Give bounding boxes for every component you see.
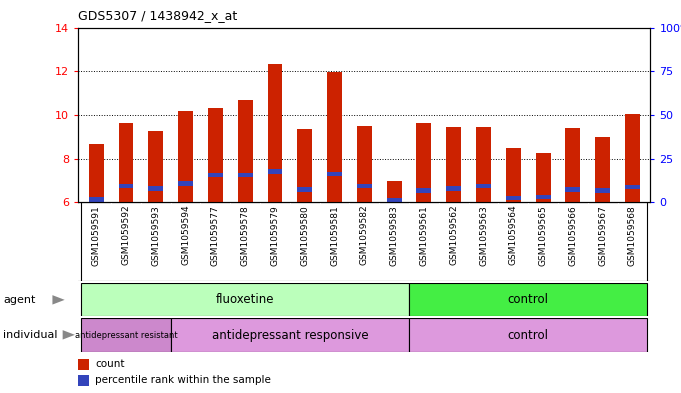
Bar (178, 110, 193, 202)
Text: antidepressant resistant: antidepressant resistant (75, 331, 177, 340)
Bar (327, 72, 342, 202)
Text: agent: agent (3, 295, 36, 305)
Bar (298, 129, 312, 202)
Text: percentile rank within the sample: percentile rank within the sample (95, 375, 271, 386)
Bar (536, 153, 550, 202)
Bar (118, 184, 133, 188)
Bar (89, 197, 104, 202)
Bar (565, 187, 580, 192)
Bar (357, 126, 372, 202)
Text: GSM1059564: GSM1059564 (509, 205, 518, 265)
Bar (387, 180, 402, 202)
Polygon shape (63, 330, 75, 340)
Bar (476, 184, 491, 188)
Bar (476, 127, 491, 202)
Bar (148, 131, 163, 202)
Bar (625, 185, 640, 189)
Text: GSM1059562: GSM1059562 (449, 205, 458, 265)
Text: GSM1059577: GSM1059577 (211, 205, 220, 266)
Text: GSM1059579: GSM1059579 (270, 205, 279, 266)
Bar (417, 123, 431, 202)
Text: GSM1059591: GSM1059591 (92, 205, 101, 266)
Text: count: count (95, 359, 125, 369)
Bar (387, 198, 402, 203)
Bar (625, 114, 640, 202)
Bar (357, 184, 372, 188)
Bar (238, 100, 253, 202)
Bar (81, 318, 171, 352)
Text: fluoxetine: fluoxetine (216, 293, 274, 306)
Text: GDS5307 / 1438942_x_at: GDS5307 / 1438942_x_at (78, 9, 238, 22)
Bar (78, 375, 89, 386)
Text: GSM1059594: GSM1059594 (181, 205, 190, 265)
Bar (446, 186, 461, 191)
Text: GSM1059563: GSM1059563 (479, 205, 488, 266)
Bar (238, 173, 253, 178)
Bar (595, 137, 610, 202)
Bar (446, 127, 461, 202)
Bar (178, 182, 193, 186)
Bar (409, 283, 648, 316)
Bar (327, 172, 342, 176)
Bar (417, 188, 431, 193)
Text: GSM1059581: GSM1059581 (330, 205, 339, 266)
Bar (78, 359, 89, 370)
Bar (118, 123, 133, 202)
Bar (208, 173, 223, 178)
Bar (536, 195, 550, 199)
Bar (208, 108, 223, 202)
Text: control: control (508, 329, 549, 342)
Text: antidepressant responsive: antidepressant responsive (212, 329, 368, 342)
Text: individual: individual (3, 330, 58, 340)
Bar (409, 318, 648, 352)
Text: GSM1059583: GSM1059583 (390, 205, 398, 266)
Text: GSM1059568: GSM1059568 (628, 205, 637, 266)
Bar (565, 128, 580, 202)
Text: GSM1059565: GSM1059565 (539, 205, 548, 266)
Bar (89, 145, 104, 202)
Bar (506, 196, 521, 200)
Text: GSM1059582: GSM1059582 (360, 205, 369, 265)
Bar (506, 148, 521, 202)
Bar (268, 64, 283, 202)
Bar (171, 318, 409, 352)
Text: GSM1059592: GSM1059592 (121, 205, 131, 265)
Text: GSM1059566: GSM1059566 (569, 205, 577, 266)
Text: GSM1059593: GSM1059593 (151, 205, 160, 266)
Polygon shape (52, 295, 65, 305)
Bar (268, 169, 283, 174)
Bar (595, 188, 610, 193)
Bar (148, 186, 163, 191)
Text: GSM1059567: GSM1059567 (598, 205, 607, 266)
Text: GSM1059580: GSM1059580 (300, 205, 309, 266)
Text: control: control (508, 293, 549, 306)
Bar (81, 283, 409, 316)
Text: GSM1059561: GSM1059561 (419, 205, 428, 266)
Text: GSM1059578: GSM1059578 (240, 205, 250, 266)
Bar (298, 187, 312, 192)
